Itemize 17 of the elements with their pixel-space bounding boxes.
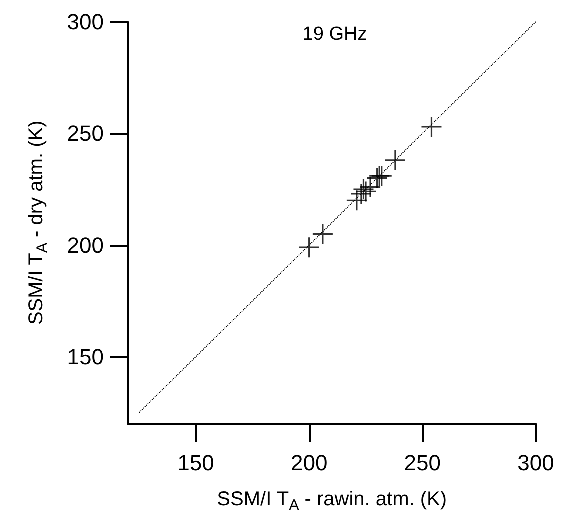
y-tick-label: 250 <box>67 121 104 146</box>
point <box>420 116 443 138</box>
y-tick-label: 150 <box>67 344 104 370</box>
point <box>346 190 368 212</box>
y-tick-label: 200 <box>67 232 104 258</box>
chart-title: 19 GHz <box>302 24 368 45</box>
x-tick-label: 200 <box>290 450 328 476</box>
x-tick-label: 250 <box>404 450 442 476</box>
point <box>312 223 334 245</box>
point <box>384 150 406 172</box>
point <box>350 183 372 205</box>
x-tick-label: 300 <box>518 450 554 476</box>
point <box>298 236 320 258</box>
y-tick-label: 300 <box>67 10 104 34</box>
point <box>360 176 382 198</box>
x-tick-label: 150 <box>178 450 214 476</box>
y-axis-title: SSM/I TA - dry atm. (K) <box>26 120 51 326</box>
